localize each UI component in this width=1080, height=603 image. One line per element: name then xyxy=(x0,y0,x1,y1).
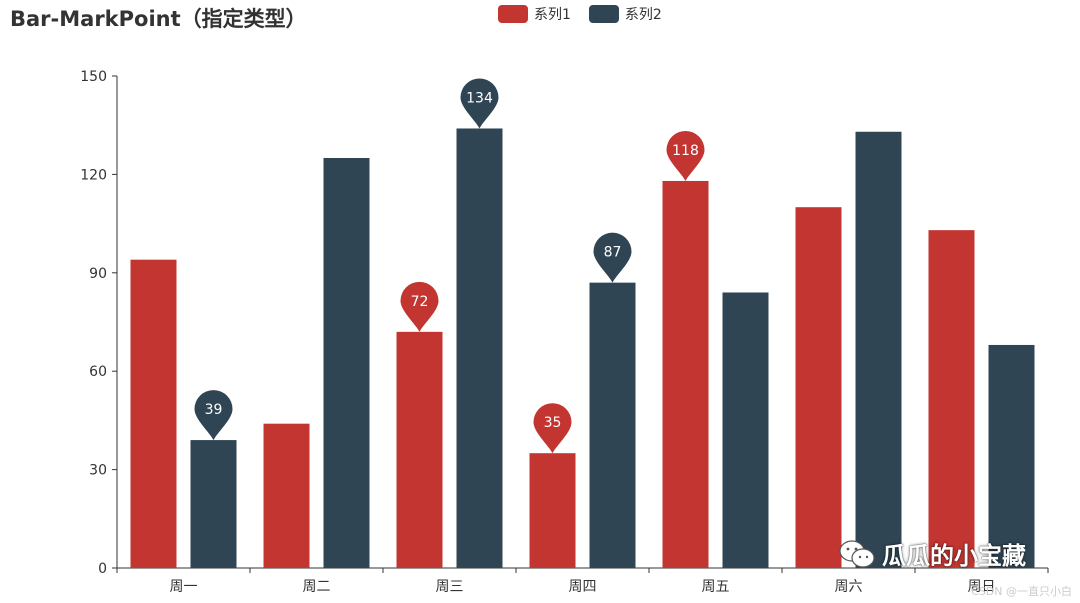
mark-point-label: 118 xyxy=(672,143,699,159)
legend-item-series-1[interactable]: 系列1 xyxy=(498,4,571,24)
x-tick-label: 周日 xyxy=(968,579,996,595)
bar-series-2-周五 xyxy=(722,292,769,568)
bar-series-1-周三 xyxy=(396,331,443,568)
bar-series-1-周六 xyxy=(795,207,842,568)
legend-item-series-2[interactable]: 系列2 xyxy=(588,4,662,24)
bar-series-2-周一 xyxy=(190,440,237,568)
mark-point-pin xyxy=(593,232,632,283)
mark-point-label: 35 xyxy=(544,415,562,431)
mark-point-label: 134 xyxy=(466,90,493,106)
x-tick-label: 周四 xyxy=(569,579,597,595)
legend-swatch-series-1 xyxy=(498,5,528,23)
mark-point-pin xyxy=(533,403,572,454)
y-tick-label: 150 xyxy=(80,69,107,85)
mark-point-label: 39 xyxy=(205,402,223,418)
legend: 系列1 系列2 xyxy=(498,4,662,24)
bar-series-2-周四 xyxy=(589,282,636,568)
x-tick-label: 周三 xyxy=(436,579,464,595)
mark-point-pin xyxy=(194,390,233,441)
legend-label-series-1: 系列1 xyxy=(534,7,571,23)
wechat-icon xyxy=(839,539,875,568)
bar-series-1-周五 xyxy=(662,180,709,568)
mark-point-label: 72 xyxy=(411,294,429,310)
mark-point-pin xyxy=(460,78,499,129)
bar-series-1-周二 xyxy=(263,423,310,568)
bar-series-2-周三 xyxy=(456,128,503,569)
y-tick-label: 60 xyxy=(89,364,107,380)
bar-series-2-周日 xyxy=(988,344,1035,568)
bar-series-2-周六 xyxy=(855,131,902,568)
chart-title: Bar-MarkPoint（指定类型） xyxy=(10,7,307,31)
y-tick-label: 90 xyxy=(89,266,107,282)
watermark: 瓜瓜的小宝藏 xyxy=(838,536,1026,571)
bar-series-1-周日 xyxy=(928,230,975,568)
mark-point-label: 87 xyxy=(604,245,622,261)
y-tick-label: 30 xyxy=(89,463,107,479)
legend-label-series-2: 系列2 xyxy=(624,7,662,23)
legend-swatch-series-2 xyxy=(588,5,619,23)
x-tick-label: 周一 xyxy=(170,579,198,595)
bar-series-1-周一 xyxy=(130,259,177,568)
y-tick-label: 0 xyxy=(98,561,107,577)
watermark-text: 瓜瓜的小宝藏 xyxy=(882,542,1026,570)
bar-series-1-周四 xyxy=(529,453,576,568)
bar-series-2-周二 xyxy=(323,158,370,568)
x-tick-label: 周五 xyxy=(702,579,730,595)
mark-point-pin xyxy=(400,281,439,332)
csdn-credit: CSDN @一直只小白 xyxy=(971,585,1072,598)
mark-point-pin xyxy=(666,130,705,181)
y-tick-label: 120 xyxy=(80,167,107,183)
x-tick-label: 周二 xyxy=(303,579,331,595)
x-tick-label: 周六 xyxy=(835,579,863,595)
